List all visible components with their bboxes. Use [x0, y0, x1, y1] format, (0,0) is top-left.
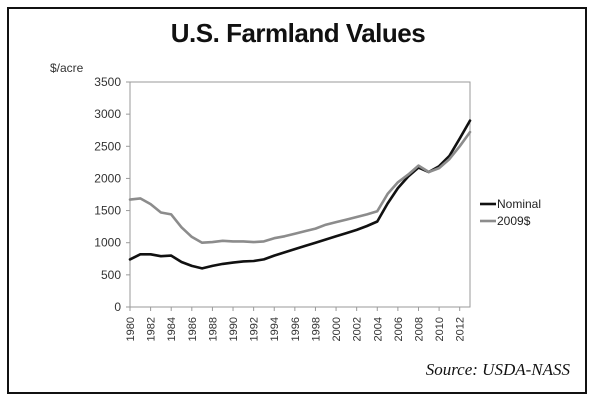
x-tick-label: 1984	[166, 317, 178, 341]
data-point	[273, 254, 276, 257]
data-point	[448, 155, 451, 157]
y-tick-label: 2500	[94, 139, 121, 153]
data-point	[170, 254, 173, 257]
data-point	[129, 258, 131, 261]
y-axis-unit-label: $/acre	[50, 61, 84, 75]
x-tick-label: 1980	[125, 317, 137, 341]
data-point	[345, 232, 348, 234]
x-tick-label: 2008	[413, 317, 425, 341]
data-point	[304, 245, 306, 247]
data-point	[427, 171, 430, 173]
x-tick-label: 1986	[187, 317, 199, 341]
data-point	[170, 213, 173, 216]
data-point	[242, 240, 245, 243]
chart-title: U.S. Farmland Values	[170, 18, 426, 48]
legend-label: 2009$	[497, 214, 531, 228]
x-tick-label: 2000	[331, 317, 343, 341]
chart-frame	[7, 7, 587, 394]
data-point	[252, 241, 255, 243]
data-point	[366, 225, 368, 227]
data-point	[211, 241, 214, 243]
x-tick-label: 1988	[207, 317, 219, 341]
data-point	[211, 265, 214, 267]
data-point	[221, 239, 224, 242]
y-tick-label: 0	[114, 300, 121, 314]
data-point	[386, 193, 389, 195]
x-tick-label: 1982	[146, 317, 158, 341]
data-point	[180, 226, 183, 229]
data-point	[191, 236, 193, 238]
data-point	[314, 227, 317, 230]
y-tick-label: 1500	[94, 204, 121, 218]
x-tick-label: 1996	[290, 317, 302, 341]
data-point	[314, 241, 317, 244]
data-point	[201, 241, 203, 244]
data-point	[345, 218, 348, 221]
data-point	[232, 261, 234, 264]
legend-label: Nominal	[497, 197, 541, 211]
series-line-2009-	[128, 130, 472, 244]
data-point	[376, 220, 379, 223]
data-point	[417, 164, 420, 167]
data-point	[304, 230, 306, 232]
data-point	[355, 216, 358, 218]
data-point	[221, 263, 224, 265]
data-point	[397, 181, 399, 184]
data-point	[149, 203, 152, 205]
data-point	[263, 240, 265, 243]
data-point	[469, 119, 471, 122]
x-tick-label: 2012	[455, 317, 467, 341]
x-tick-label: 2004	[372, 317, 384, 341]
y-tick-label: 500	[101, 268, 121, 282]
data-point	[324, 223, 327, 226]
data-point	[335, 221, 337, 223]
data-point	[160, 211, 162, 214]
y-tick-label: 3000	[94, 107, 121, 121]
x-tick-label: 2010	[434, 317, 446, 341]
series-line-nominal	[128, 119, 472, 270]
data-point	[376, 210, 379, 213]
data-point	[180, 261, 183, 263]
data-point	[458, 137, 461, 140]
y-tick-label: 2000	[94, 171, 121, 185]
data-point	[458, 145, 461, 148]
data-point	[191, 265, 193, 267]
data-point	[273, 237, 276, 240]
data-point	[252, 260, 255, 262]
data-point	[149, 253, 152, 256]
data-point	[469, 131, 471, 133]
data-point	[232, 240, 234, 243]
data-point	[201, 267, 203, 270]
data-point	[283, 251, 286, 254]
data-point	[335, 235, 337, 238]
data-point	[283, 235, 286, 238]
x-tick-label: 1990	[228, 317, 240, 341]
data-point	[129, 198, 131, 201]
data-point	[139, 253, 142, 256]
x-tick-label: 1998	[310, 317, 322, 341]
x-tick-label: 1992	[249, 317, 261, 341]
data-point	[294, 248, 296, 250]
data-point	[407, 173, 409, 176]
data-point	[438, 167, 440, 169]
data-point	[263, 258, 265, 261]
data-point	[242, 260, 245, 263]
x-tick-label: 1994	[269, 317, 281, 341]
data-point	[294, 232, 296, 235]
plot-area	[129, 81, 471, 308]
data-point	[160, 255, 162, 258]
source-note: Source: USDA-NASS	[425, 360, 570, 379]
data-point	[324, 238, 327, 241]
y-tick-label: 1000	[94, 236, 121, 250]
data-point	[355, 229, 358, 231]
data-point	[448, 158, 451, 160]
data-point	[386, 202, 389, 205]
x-tick-label: 2002	[352, 317, 364, 341]
y-tick-label: 3500	[94, 75, 121, 89]
data-point	[139, 197, 142, 200]
data-point	[397, 187, 399, 189]
x-tick-label: 2006	[393, 317, 405, 341]
data-point	[366, 213, 368, 216]
